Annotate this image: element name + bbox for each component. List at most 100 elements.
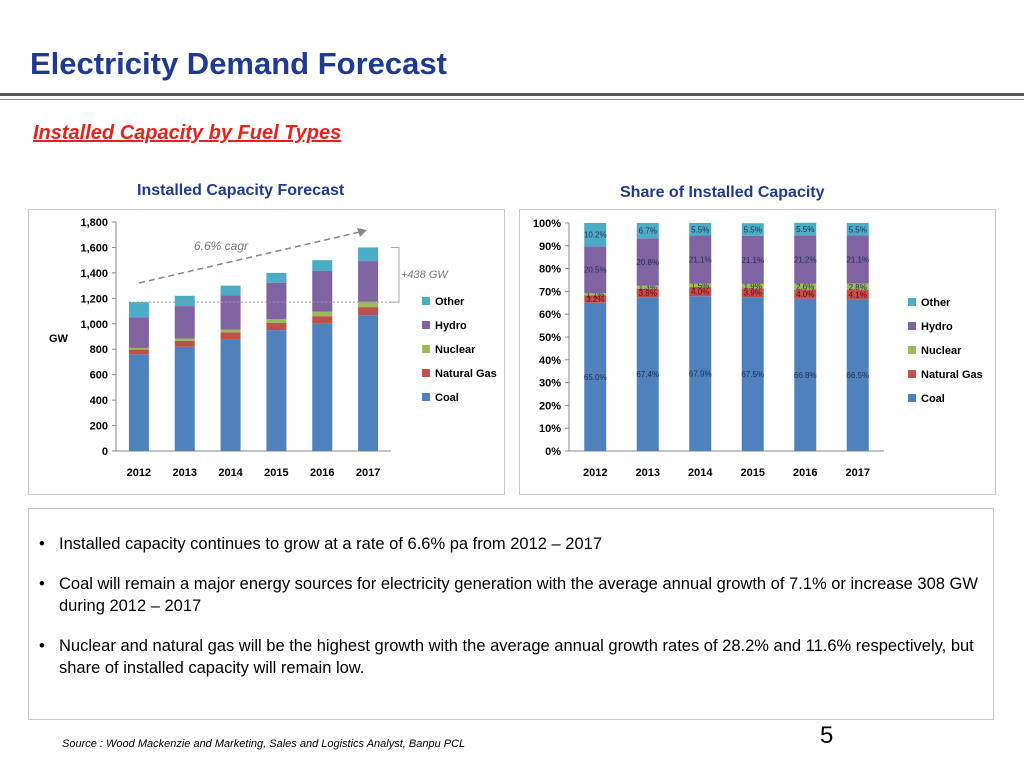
data-label-other: 5.5% <box>796 225 814 234</box>
key-points-box: • Installed capacity continues to grow at… <box>28 508 994 720</box>
bar-segment-nuclear <box>741 283 764 289</box>
bar-segment-coal <box>741 297 764 451</box>
y-tick-label: 100% <box>533 218 561 230</box>
bar-segment-other <box>741 223 764 236</box>
bar-segment-natural-gas <box>846 290 869 300</box>
data-label-nuclear: 1.3% <box>639 283 657 292</box>
legend-label-other: Other <box>435 296 465 308</box>
bullet-item: • Nuclear and natural gas will be the hig… <box>39 637 974 677</box>
bullet-text: Installed capacity continues to grow at … <box>59 535 603 553</box>
legend-label-nuclear: Nuclear <box>921 345 962 357</box>
y-tick-label: 800 <box>90 344 108 356</box>
bar-segment-other <box>584 223 607 247</box>
increase-bracket <box>391 246 400 303</box>
data-label-hydro: 21.2% <box>794 255 817 264</box>
y-tick-label: 600 <box>90 370 108 382</box>
x-tick-label: 2013 <box>173 467 197 479</box>
data-label-nuclear: 1.1% <box>586 290 604 299</box>
bar-segment-nuclear <box>689 283 712 288</box>
bar-segment-hydro <box>220 295 241 330</box>
data-label-other: 5.5% <box>744 225 762 234</box>
bar-segment-coal <box>174 346 195 451</box>
bar-segment-hydro <box>584 246 607 293</box>
legend-swatch-other <box>422 297 430 305</box>
cagr-arrow-head <box>357 228 367 237</box>
y-tick-label: 0% <box>545 446 561 458</box>
data-label-hydro: 20.8% <box>636 258 659 267</box>
x-tick-label: 2014 <box>218 467 243 479</box>
bar-segment-other <box>636 223 659 239</box>
data-label-coal: 67.4% <box>636 370 659 379</box>
x-tick-label: 2017 <box>356 467 380 479</box>
bar-segment-natural-gas <box>689 287 712 297</box>
bullet-item: • Installed capacity continues to grow at… <box>39 535 603 553</box>
bar-segment-hydro <box>636 238 659 286</box>
legend-swatch-natural-gas <box>422 369 430 377</box>
y-tick-label: 0 <box>102 446 108 458</box>
bar-segment-coal <box>584 302 607 451</box>
legend-label-natural-gas: Natural Gas <box>921 369 983 381</box>
x-tick-label: 2012 <box>127 467 151 479</box>
y-tick-label: 30% <box>539 378 561 390</box>
cagr-annotation: 6.6% cagr <box>194 239 249 253</box>
bar-segment-other <box>220 285 241 296</box>
data-label-nuclear: 2.8% <box>849 283 867 292</box>
legend-label-hydro: Hydro <box>921 321 953 333</box>
y-tick-label: 10% <box>539 423 561 435</box>
data-label-hydro: 20.5% <box>584 266 607 275</box>
bar-segment-hydro <box>128 317 149 348</box>
cagr-arrow <box>138 230 365 284</box>
bar-segment-nuclear <box>794 283 817 290</box>
share-chart-panel: 0% 10% 20% 30% 40% 50% 60% 70% 80% 90% 100% 2012 65.… <box>519 209 996 495</box>
bar-segment-coal <box>358 315 379 451</box>
x-tick-label: 2014 <box>688 467 713 479</box>
bar-segment-natural-gas <box>741 288 764 298</box>
bar-segment-coal <box>128 354 149 451</box>
bar-segment-coal <box>266 330 287 451</box>
x-tick-label: 2016 <box>310 467 334 479</box>
x-tick-label: 2015 <box>741 467 765 479</box>
bar-segment-coal <box>846 299 869 451</box>
bar-segment-coal <box>312 323 333 451</box>
capacity-chart-title: Installed Capacity Forecast <box>137 182 345 199</box>
bar-segment-coal <box>794 298 817 451</box>
legend-swatch-nuclear <box>908 346 916 354</box>
y-tick-label: 60% <box>539 309 561 321</box>
bar-segment-hydro <box>846 235 869 284</box>
bar-segment-natural-gas <box>794 289 817 299</box>
y-tick-label: 200 <box>90 421 108 433</box>
data-label-coal: 65.0% <box>584 373 607 382</box>
data-label-coal: 67.9% <box>689 370 712 379</box>
bar-segment-other <box>266 272 287 283</box>
y-tick-label: 50% <box>539 332 561 344</box>
data-label-other: 10.2% <box>584 231 607 240</box>
x-tick-label: 2016 <box>793 467 817 479</box>
bar-segment-nuclear <box>312 311 333 317</box>
legend-label-coal: Coal <box>921 393 945 405</box>
data-label-nuclear: 2.6% <box>796 283 814 292</box>
bar-segment-coal <box>220 339 241 451</box>
data-label-natural-gas: 3.8% <box>639 289 657 298</box>
bar-segment-nuclear <box>636 285 659 289</box>
bar-segment-nuclear <box>128 347 149 350</box>
legend-label-natural-gas: Natural Gas <box>435 368 497 380</box>
bar-segment-hydro <box>741 235 764 284</box>
bar-segment-coal <box>636 297 659 451</box>
bar-segment-nuclear <box>358 301 379 308</box>
title-divider <box>0 93 1024 96</box>
bar-segment-hydro <box>312 270 333 312</box>
legend-swatch-coal <box>908 394 916 402</box>
bar-segment-hydro <box>794 235 817 284</box>
title-divider-thin <box>0 99 1024 100</box>
x-tick-label: 2015 <box>264 467 288 479</box>
y-tick-label: 70% <box>539 286 561 298</box>
bar-segment-nuclear <box>266 319 287 324</box>
legend-label-nuclear: Nuclear <box>435 344 476 356</box>
y-tick-label: 1,600 <box>80 242 108 254</box>
source-note: Source : Wood Mackenzie and Marketing, S… <box>62 738 466 750</box>
x-tick-label: 2017 <box>846 467 870 479</box>
y-tick-label: 80% <box>539 264 561 276</box>
bar-segment-hydro <box>174 306 195 339</box>
legend-swatch-other <box>908 298 916 306</box>
data-label-nuclear: 1.5% <box>691 281 709 290</box>
